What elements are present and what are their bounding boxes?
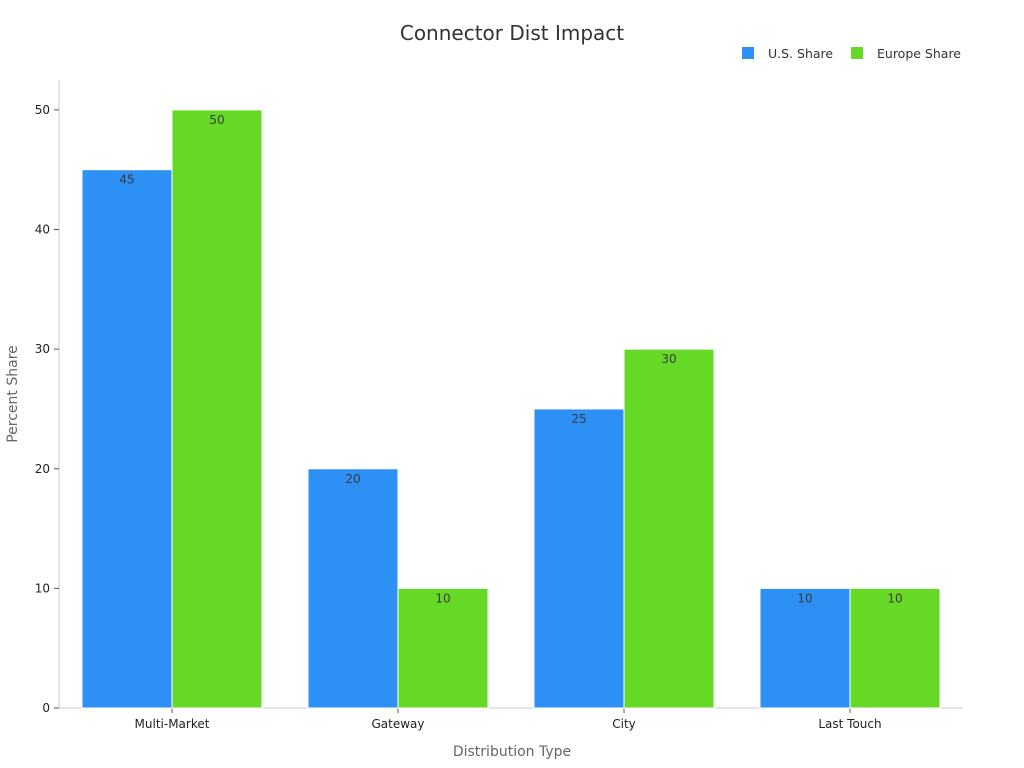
bar-series-group xyxy=(81,109,941,709)
x-tick-label: Last Touch xyxy=(818,717,881,731)
legend: U.S. Share Europe Share xyxy=(742,46,961,61)
chart-title: Connector Dist Impact xyxy=(400,21,624,45)
legend-swatch xyxy=(851,47,863,59)
bar-europe-sharegateway[interactable] xyxy=(397,587,489,709)
data-label-group: 45 50 20 10 25 30 10 10 xyxy=(119,113,902,605)
x-axis-ticks: Multi-Market Gateway City Last Touch xyxy=(135,708,882,731)
bar-europe-sharemulti-market[interactable] xyxy=(171,109,263,709)
y-tick-label: 30 xyxy=(35,342,50,356)
legend-label[interactable]: U.S. Share xyxy=(768,46,833,61)
bar-u-s-sharegateway[interactable] xyxy=(307,468,399,709)
bar-u-s-sharelast-touch[interactable] xyxy=(759,587,851,709)
y-tick-label: 0 xyxy=(42,701,50,715)
y-axis-title: Percent Share xyxy=(5,345,21,443)
bar-data-label: 10 xyxy=(797,591,812,605)
x-tick-label: Multi-Market xyxy=(135,717,210,731)
bar-europe-sharecity[interactable] xyxy=(623,348,715,709)
y-tick-label: 50 xyxy=(35,103,50,117)
bar-data-label: 50 xyxy=(209,113,224,127)
y-tick-label: 10 xyxy=(35,581,50,595)
legend-swatch xyxy=(742,47,754,59)
bar-data-label: 25 xyxy=(571,412,586,426)
bar-u-s-sharecity[interactable] xyxy=(533,408,625,709)
bar-u-s-sharemulti-market[interactable] xyxy=(81,169,173,709)
bar-data-label: 45 xyxy=(119,173,134,187)
bar-data-label: 20 xyxy=(345,472,360,486)
bar-data-label: 10 xyxy=(435,591,450,605)
y-tick-label: 40 xyxy=(35,223,50,237)
x-tick-label: City xyxy=(612,717,636,731)
bar-data-label: 30 xyxy=(661,352,676,366)
bar-data-label: 10 xyxy=(887,591,902,605)
x-axis-title: Distribution Type xyxy=(453,744,571,760)
y-axis-ticks: 0 10 20 30 40 50 xyxy=(35,103,59,715)
bar-europe-sharelast-touch[interactable] xyxy=(849,587,941,709)
y-tick-label: 20 xyxy=(35,462,50,476)
x-tick-label: Gateway xyxy=(371,717,424,731)
legend-label[interactable]: Europe Share xyxy=(877,46,961,61)
